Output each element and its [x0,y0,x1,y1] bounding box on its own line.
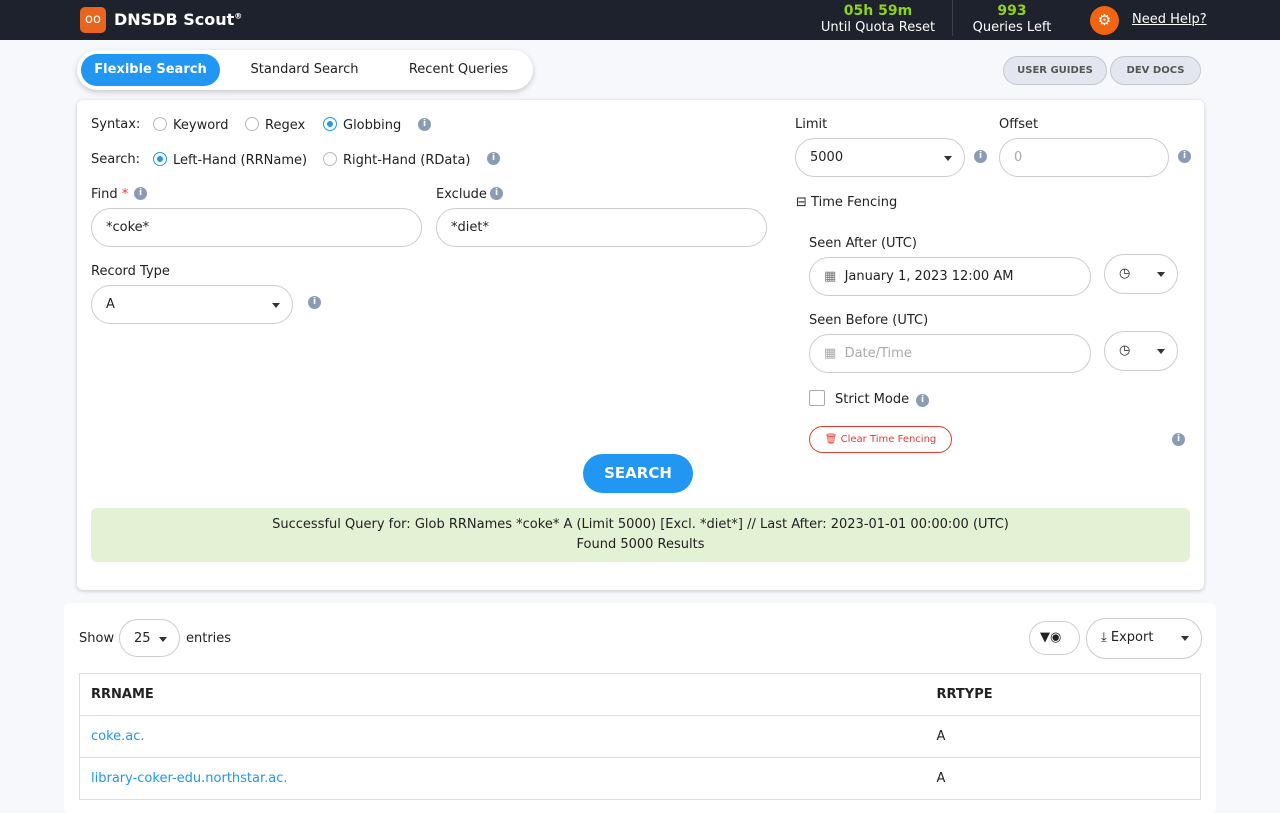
limit-label: Limit [795,117,828,132]
limit-select[interactable]: 5000 [795,138,965,177]
syntax-label: Syntax: [91,117,141,132]
search-left-hand-radio[interactable]: Left-Hand (RRName) [153,152,307,168]
seen-before-label: Seen Before (UTC) [809,313,929,328]
queries-left-stat: 993 Queries Left [972,3,1052,35]
trash-icon: 🗑 [824,434,838,445]
info-icon[interactable]: i [916,394,929,407]
clear-time-fencing-button[interactable]: 🗑 Clear Time Fencing [809,426,952,453]
exclude-label: Exclude [436,187,487,202]
offset-label: Offset [999,117,1039,132]
chevron-down-icon [944,156,952,165]
seen-after-input[interactable]: ▦ January 1, 2023 12:00 AM [809,257,1091,296]
seen-after-time-button[interactable]: ◷ [1104,254,1178,294]
find-label: Find * [91,187,129,202]
info-icon[interactable]: i [1172,433,1185,446]
settings-gear-icon[interactable]: ⚙ [1090,6,1119,35]
filter-eye-icon: ▼◉ [1040,630,1062,645]
search-tabs: Flexible Search Standard Search Recent Q… [77,50,533,90]
binoculars-logo-icon[interactable]: oo [80,7,106,33]
column-rrtype[interactable]: RRTYPE [925,673,1201,716]
seen-after-label: Seen After (UTC) [809,236,917,251]
divider [952,0,953,36]
calendar-icon: ▦ [824,269,837,284]
status-line: Successful Query for: Glob RRNames *coke… [272,517,1009,532]
tab-standard-search[interactable]: Standard Search [250,62,359,77]
results-count: Found 5000 Results [576,537,705,552]
clock-icon: ◷ [1119,343,1131,358]
calendar-icon: ▦ [824,346,837,361]
chevron-down-icon [1181,636,1189,645]
chevron-down-icon [1157,349,1165,358]
rrtype-cell: A [925,757,1201,800]
seen-before-time-button[interactable]: ◷ [1104,331,1178,371]
strict-mode-label: Strict Mode [835,392,910,407]
info-icon[interactable]: i [418,118,431,131]
download-icon: ⤓ [1101,630,1107,645]
exclude-input[interactable]: *diet* [436,208,767,247]
rrname-link[interactable]: library-coker-edu.northstar.ac. [91,771,288,786]
table-row: library-coker-edu.northstar.ac. A [79,757,1201,800]
syntax-keyword-radio[interactable]: Keyword [153,117,229,133]
entries-select[interactable]: 25 [119,619,180,657]
collapse-icon: ⊟ [796,195,807,210]
tab-recent-queries[interactable]: Recent Queries [408,62,509,77]
offset-input[interactable]: 0 [999,138,1169,177]
syntax-regex-radio[interactable]: Regex [245,117,305,133]
search-button[interactable]: SEARCH [583,454,693,493]
brand-name: DNSDB Scout® [114,10,243,29]
chevron-down-icon [1157,272,1165,281]
info-icon[interactable]: i [1178,150,1191,163]
info-icon[interactable]: i [487,152,500,165]
strict-mode-checkbox[interactable] [809,390,825,406]
quota-reset-stat: 05h 59m Until Quota Reset [820,3,936,35]
top-bar [0,0,1280,40]
chevron-down-icon [159,637,167,646]
need-help-link[interactable]: Need Help? [1132,12,1207,27]
tab-flexible-search[interactable]: Flexible Search [81,54,220,86]
seen-before-input[interactable]: ▦ Date/Time [809,334,1091,373]
clock-icon: ◷ [1119,266,1131,281]
find-input[interactable]: *coke* [91,208,422,247]
rrtype-cell: A [925,715,1201,758]
table-header: RRNAME RRTYPE [79,673,1201,716]
info-icon[interactable]: i [134,187,147,200]
info-icon[interactable]: i [490,187,503,200]
entries-label: entries [186,631,232,646]
search-label: Search: [91,152,141,167]
record-type-select[interactable]: A [91,285,293,324]
dev-docs-button[interactable]: DEV DOCS [1110,56,1201,85]
info-icon[interactable]: i [308,296,321,309]
syntax-globbing-radio[interactable]: Globbing [323,117,401,133]
query-status-banner: Successful Query for: Glob RRNames *coke… [91,508,1190,562]
filter-visibility-button[interactable]: ▼◉ [1029,621,1080,655]
table-row: coke.ac. A [79,715,1201,758]
show-label: Show [79,631,115,646]
rrname-link[interactable]: coke.ac. [91,729,145,744]
chevron-down-icon [272,303,280,312]
export-button[interactable]: ⤓ Export [1086,618,1202,659]
search-right-hand-radio[interactable]: Right-Hand (RData) [323,152,471,168]
user-guides-button[interactable]: USER GUIDES [1003,56,1107,85]
results-table: RRNAME RRTYPE coke.ac. A library-coker-edu… [79,673,1201,800]
column-rrname[interactable]: RRNAME [79,673,926,716]
record-type-label: Record Type [91,264,170,279]
info-icon[interactable]: i [974,150,987,163]
time-fencing-toggle[interactable]: ⊟ Time Fencing [796,195,898,210]
